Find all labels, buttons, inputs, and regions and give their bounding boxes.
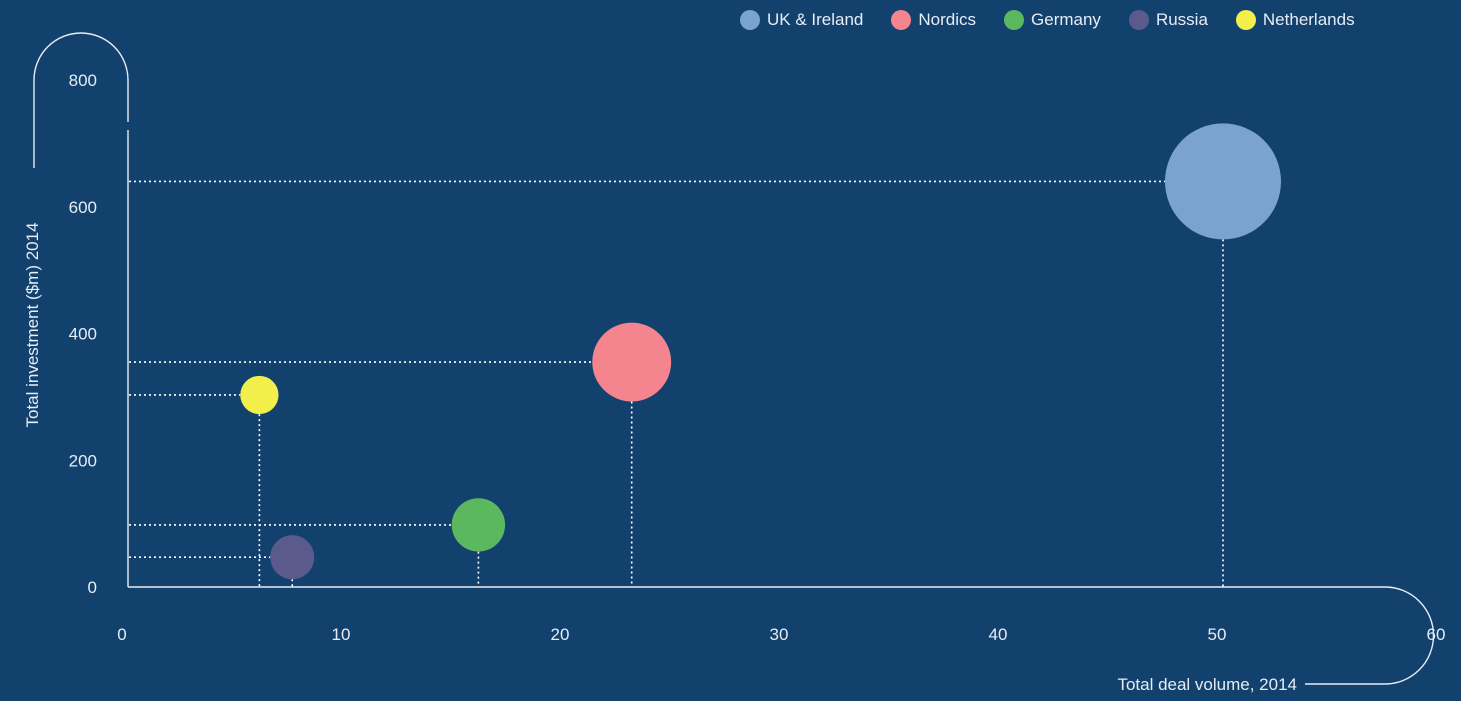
legend-label: Germany: [1031, 10, 1101, 29]
bubble-nordics: [592, 322, 672, 402]
x-tick-label: 0: [117, 625, 126, 644]
x-axis-title: Total deal volume, 2014: [1117, 675, 1297, 694]
x-tick-label: 10: [332, 625, 351, 644]
x-tick-label: 30: [770, 625, 789, 644]
y-axis-title: Total investment ($m) 2014: [23, 222, 42, 427]
x-tick-label: 40: [989, 625, 1008, 644]
y-tick-label: 600: [69, 198, 97, 217]
legend-label: Russia: [1155, 10, 1208, 29]
legend-swatch: [1235, 10, 1256, 30]
legend-item: UK & Ireland: [740, 10, 863, 30]
legend: UK & Ireland Nordics Germany Russia Netherla…: [740, 10, 1355, 30]
x-tick-label: 50: [1208, 625, 1227, 644]
legend-item: Germany: [1004, 10, 1101, 30]
x-tick-label: 20: [551, 625, 570, 644]
legend-label: Nordics: [918, 10, 977, 29]
bubble-uk-ireland: [1165, 123, 1281, 240]
legend-swatch: [1128, 10, 1149, 30]
bubble-russia: [270, 535, 315, 580]
legend-label: UK & Ireland: [767, 10, 864, 29]
bubble-germany: [451, 498, 506, 552]
legend-label: Netherlands: [1262, 10, 1355, 29]
legend-swatch: [740, 10, 760, 30]
y-tick-label: 800: [69, 71, 97, 90]
x-axis-frame: [1305, 586, 1435, 685]
y-tick-label: 200: [69, 451, 97, 470]
legend-swatch: [891, 10, 912, 30]
y-axis-frame: [33, 32, 129, 168]
y-tick-label: 0: [88, 578, 97, 597]
legend-item: Netherlands: [1235, 10, 1355, 30]
legend-swatch: [1004, 10, 1025, 30]
bubble-netherlands: [240, 375, 279, 415]
y-tick-label: 400: [69, 325, 97, 344]
legend-item: Russia: [1128, 10, 1208, 30]
x-tick-label: 60: [1427, 625, 1446, 644]
legend-item: Nordics: [891, 10, 976, 30]
